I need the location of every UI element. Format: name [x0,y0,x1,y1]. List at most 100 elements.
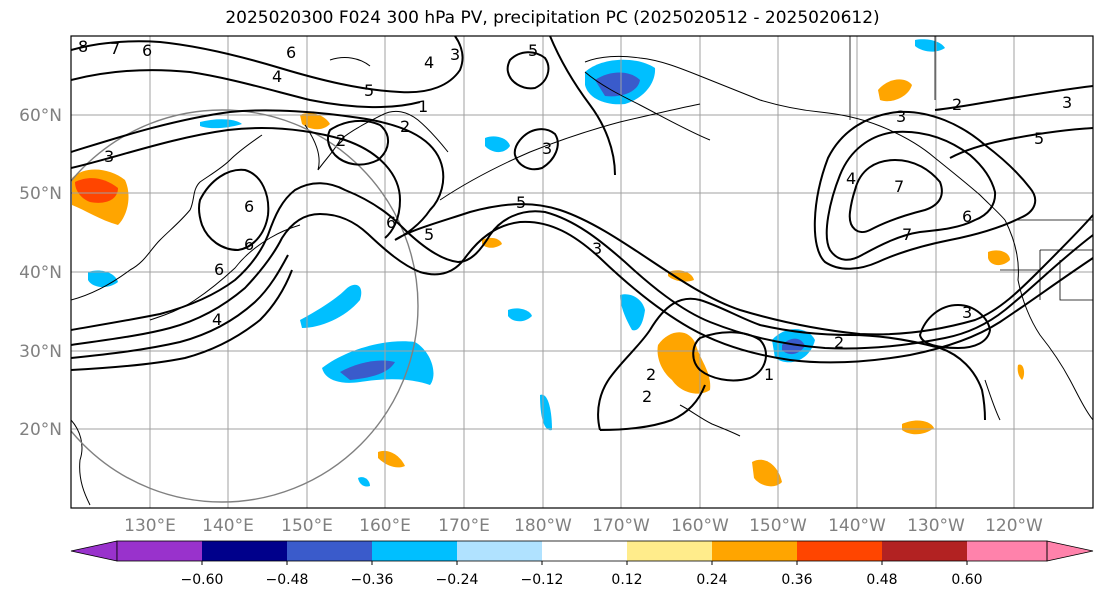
contour-label: 4 [212,310,222,329]
pv-contour [71,212,1093,364]
colorbar-tick-label: 0.24 [696,572,727,588]
colorbar-tick-label: 0.48 [866,572,897,588]
lon-label: 130°W [907,516,965,536]
colorbar-tick-label: −0.48 [266,572,309,588]
lon-label: 130°E [124,516,176,536]
colorbar-tick-label: −0.12 [521,572,564,588]
pv-contour [71,36,464,94]
pv-contour [949,127,1093,159]
contour-label: 5 [364,81,374,100]
lat-label-30n: 30°N [19,342,62,362]
precip-positive-area [902,420,934,435]
pv-contour [825,130,997,261]
lon-label: 160°E [359,516,411,536]
lat-label-50n: 50°N [19,184,62,204]
pv-contour [934,85,1093,111]
colorbar-extend-low [70,540,118,562]
contour-label: 6 [142,41,152,60]
colorbar-segment [542,541,627,561]
coastline-alaska [584,55,1006,221]
contour-label: 7 [894,177,904,196]
colorbar-segment [117,541,202,561]
lon-label: 170°E [438,516,490,536]
precip-negative-area [300,284,362,328]
colorbar-tick-label: 0.60 [951,572,982,588]
pv-contour [549,36,616,176]
reference-circle [71,109,419,503]
contour-label: 3 [1062,93,1072,112]
contour-label: 2 [400,117,410,136]
coastline-north-america [984,219,1093,421]
colorbar: −0.60 −0.48 −0.36 −0.24 −0.12 0.12 0.24 … [70,540,1094,588]
precip-negative-area [358,477,370,487]
precip-negative-area [620,294,645,331]
pv-contour [71,109,1093,336]
pv-contour [918,303,992,350]
latitude-labels: 60°N 50°N 40°N 30°N 20°N [19,106,62,440]
lat-label-20n: 20°N [19,420,62,440]
contour-label: 8 [78,37,88,56]
contour-label: 2 [834,333,844,352]
precip-negative-area [485,136,510,153]
pv-contour [513,128,559,171]
lon-label: 140°E [202,516,254,536]
precip-positive-area [657,332,711,394]
contour-label: 6 [214,260,224,279]
lat-label-40n: 40°N [19,263,62,283]
contour-label: 5 [516,193,526,212]
contour-label: 7 [110,39,120,58]
precipitation-shading [72,39,1025,487]
colorbar-segment [967,541,1047,561]
lon-label: 140°W [828,516,886,536]
lat-label-60n: 60°N [19,106,62,126]
pv-contour [71,254,767,382]
precip-positive-area [75,178,118,203]
pv-contour [813,110,1037,270]
state-borders [849,36,1093,301]
pv-contour [71,127,1093,350]
colorbar-tick-label: −0.36 [351,572,394,588]
longitude-labels: 130°E 140°E 150°E 160°E 170°E 180°W 170°… [124,516,1043,536]
colorbar-segment [797,541,882,561]
contour-label: 4 [424,53,434,72]
colorbar-extend-high [1046,540,1094,562]
contour-label: 1 [764,365,774,384]
contour-label: 6 [962,207,972,226]
contour-label: 3 [962,303,972,322]
precip-positive-area [878,79,912,102]
contour-label: 5 [1034,129,1044,148]
precip-positive-area [1017,364,1025,380]
contour-label: 2 [646,365,656,384]
colorbar-segment [202,541,287,561]
precip-positive-area [752,459,782,487]
contour-label: 3 [450,45,460,64]
contour-label: 6 [244,197,254,216]
coastline-aleutians [439,103,701,201]
contour-label: 1 [418,97,428,116]
pv-contour [326,119,389,166]
precip-positive-area [988,250,1010,266]
contour-label: 6 [386,213,396,232]
lon-label: 160°W [671,516,729,536]
contour-labels: 8 7 6 6 4 5 4 3 5 3 2 3 6 6 6 5 4 5 3 2 … [78,37,1072,406]
pv-contours [71,36,1093,431]
colorbar-tick-label: 0.36 [781,572,812,588]
map-title: 2025020300 F024 300 hPa PV, precipitatio… [225,8,880,28]
lon-label: 170°W [592,516,650,536]
pv-contour [71,269,986,431]
contour-label: 6 [244,235,254,254]
lon-label: 150°E [281,516,333,536]
precip-negative-area [200,119,242,129]
contour-label: 5 [424,225,434,244]
colorbar-segment [712,541,797,561]
pv-contour [599,384,706,431]
precip-negative-area [595,72,640,97]
contour-label: 2 [952,95,962,114]
pv-contour [506,51,550,90]
precip-negative-area [340,360,395,380]
lon-label: 180°W [514,516,572,536]
colorbar-segment [457,541,542,561]
colorbar-tick-label: −0.60 [181,572,224,588]
precip-negative-area [508,308,532,322]
lon-label: 120°W [985,516,1043,536]
